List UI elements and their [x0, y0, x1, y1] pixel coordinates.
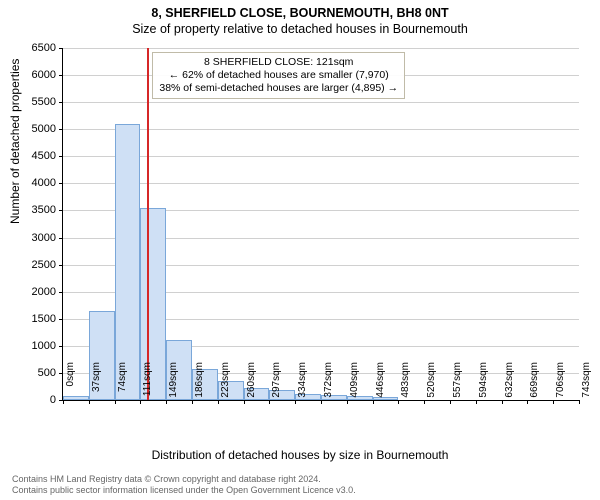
ytick-mark	[59, 319, 63, 320]
ytick-mark	[59, 238, 63, 239]
gridline	[63, 183, 579, 184]
xtick-label: 37sqm	[91, 362, 102, 406]
xtick-label: 372sqm	[323, 362, 334, 406]
xtick-mark	[218, 400, 219, 404]
xtick-label: 334sqm	[297, 362, 308, 406]
annotation-box: 8 SHERFIELD CLOSE: 121sqm← 62% of detach…	[152, 52, 405, 99]
xtick-mark	[89, 400, 90, 404]
annotation-line1: 8 SHERFIELD CLOSE: 121sqm	[159, 56, 398, 69]
xtick-label: 186sqm	[194, 362, 205, 406]
xtick-mark	[244, 400, 245, 404]
plot-area	[62, 48, 579, 401]
xtick-label: 409sqm	[349, 362, 360, 406]
ytick-label: 5000	[0, 123, 56, 135]
xtick-label: 520sqm	[426, 362, 437, 406]
xtick-label: 260sqm	[246, 362, 257, 406]
ytick-mark	[59, 102, 63, 103]
xtick-label: 743sqm	[581, 362, 592, 406]
y-axis-label: Number of detached properties	[8, 59, 22, 224]
xtick-label: 706sqm	[555, 362, 566, 406]
gridline	[63, 48, 579, 49]
ytick-mark	[59, 48, 63, 49]
gridline	[63, 102, 579, 103]
xtick-mark	[450, 400, 451, 404]
ytick-label: 0	[0, 394, 56, 406]
ytick-label: 2500	[0, 259, 56, 271]
ytick-label: 3000	[0, 232, 56, 244]
xtick-label: 594sqm	[478, 362, 489, 406]
ytick-mark	[59, 75, 63, 76]
xtick-mark	[63, 400, 64, 404]
xtick-mark	[115, 400, 116, 404]
xtick-mark	[579, 400, 580, 404]
footer-line1: Contains HM Land Registry data © Crown c…	[12, 474, 356, 485]
ytick-label: 3500	[0, 204, 56, 216]
ytick-label: 6500	[0, 42, 56, 54]
annotation-line2: ← 62% of detached houses are smaller (7,…	[159, 69, 398, 82]
xtick-label: 483sqm	[400, 362, 411, 406]
xtick-mark	[321, 400, 322, 404]
ytick-mark	[59, 210, 63, 211]
ytick-label: 5500	[0, 96, 56, 108]
marker-line	[147, 48, 149, 400]
xtick-mark	[192, 400, 193, 404]
xtick-label: 223sqm	[220, 362, 231, 406]
chart-title-main: 8, SHERFIELD CLOSE, BOURNEMOUTH, BH8 0NT	[0, 0, 600, 20]
xtick-mark	[373, 400, 374, 404]
footer-line2: Contains public sector information licen…	[12, 485, 356, 496]
ytick-label: 4500	[0, 150, 56, 162]
xtick-label: 297sqm	[271, 362, 282, 406]
gridline	[63, 129, 579, 130]
xtick-label: 74sqm	[117, 362, 128, 406]
ytick-label: 500	[0, 367, 56, 379]
ytick-mark	[59, 373, 63, 374]
xtick-mark	[347, 400, 348, 404]
ytick-label: 1500	[0, 313, 56, 325]
ytick-mark	[59, 346, 63, 347]
x-axis-label: Distribution of detached houses by size …	[0, 448, 600, 462]
xtick-mark	[476, 400, 477, 404]
ytick-label: 1000	[0, 340, 56, 352]
ytick-mark	[59, 292, 63, 293]
xtick-label: 149sqm	[168, 362, 179, 406]
gridline	[63, 156, 579, 157]
xtick-label: 669sqm	[529, 362, 540, 406]
ytick-label: 4000	[0, 177, 56, 189]
xtick-mark	[502, 400, 503, 404]
ytick-label: 6000	[0, 69, 56, 81]
xtick-label: 111sqm	[142, 362, 153, 406]
xtick-label: 446sqm	[375, 362, 386, 406]
chart-container: 8, SHERFIELD CLOSE, BOURNEMOUTH, BH8 0NT…	[0, 0, 600, 500]
annotation-line3: 38% of semi-detached houses are larger (…	[159, 82, 398, 95]
ytick-mark	[59, 265, 63, 266]
ytick-mark	[59, 183, 63, 184]
histogram-bar	[115, 124, 141, 400]
ytick-label: 2000	[0, 286, 56, 298]
xtick-label: 632sqm	[504, 362, 515, 406]
chart-title-sub: Size of property relative to detached ho…	[0, 20, 600, 36]
xtick-label: 557sqm	[452, 362, 463, 406]
xtick-label: 0sqm	[65, 362, 76, 406]
ytick-mark	[59, 156, 63, 157]
ytick-mark	[59, 129, 63, 130]
footer-attribution: Contains HM Land Registry data © Crown c…	[12, 474, 356, 496]
